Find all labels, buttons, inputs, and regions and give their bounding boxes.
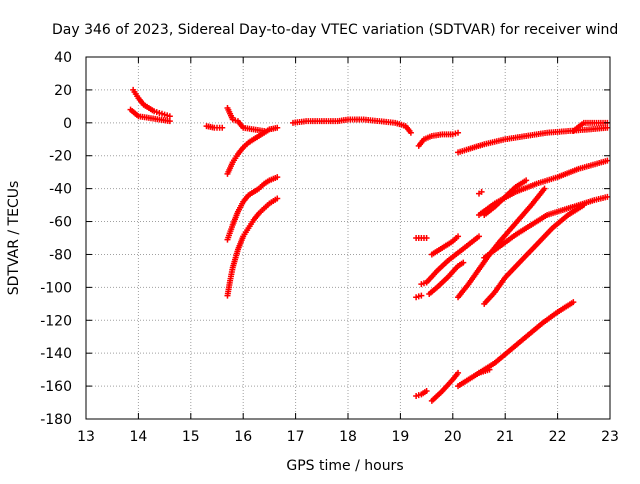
series-arc-19 [476, 188, 485, 197]
y-tick-label: -120 [40, 313, 72, 329]
data-point [541, 185, 548, 192]
series-arc-9 [415, 129, 462, 149]
data-point [219, 124, 226, 131]
series-arc-27 [476, 299, 577, 376]
series-arc-22 [481, 202, 587, 307]
y-tick-label: -100 [40, 280, 72, 296]
x-tick-label: 18 [339, 429, 357, 445]
data-point [455, 233, 462, 240]
x-tick-label: 15 [182, 429, 200, 445]
data-point [423, 235, 430, 241]
data-point [570, 299, 577, 306]
x-tick-label: 20 [444, 429, 462, 445]
data-point [274, 174, 281, 181]
series-arc-5 [224, 124, 281, 177]
series-arc-4 [224, 105, 268, 135]
series-arc-13 [428, 233, 462, 258]
series-arc-24 [413, 388, 430, 399]
series-arc-23 [481, 193, 611, 261]
series-arc-17 [426, 259, 467, 297]
series-arc-21 [476, 157, 611, 218]
series-arc-8 [289, 116, 414, 136]
y-tick-label: -40 [49, 182, 72, 198]
y-axis-label: SDTVAR / TECUs [6, 181, 22, 296]
data-point [604, 193, 611, 200]
grid [86, 57, 610, 419]
data-point [418, 292, 425, 299]
data-markers [127, 86, 611, 404]
data-point [455, 369, 462, 376]
series-arc-7 [224, 195, 281, 299]
data-point [166, 118, 173, 125]
x-tick-label: 19 [391, 429, 409, 445]
y-tick-label: 40 [54, 50, 72, 66]
series-arc-16 [413, 292, 425, 301]
data-point [274, 195, 281, 202]
series-arc-6 [224, 174, 281, 243]
data-point [523, 177, 530, 184]
x-tick-label: 22 [549, 429, 567, 445]
data-point [476, 233, 482, 240]
data-point [455, 129, 462, 136]
x-tick-label: 16 [234, 429, 252, 445]
series-arc-2 [127, 106, 173, 125]
y-tick-label: -180 [40, 412, 72, 428]
series-arc-1 [130, 86, 173, 120]
series-arc-10 [455, 124, 611, 156]
series-arc-15 [423, 233, 482, 286]
data-point [423, 388, 430, 395]
y-tick-label: 0 [63, 116, 72, 132]
axis-ticks: 13 14 15 16 17 18 19 20 21 22 23 -180 -160 -140 -120 -1… [40, 50, 619, 445]
y-tick-label: -20 [49, 149, 72, 165]
chart-title: Day 346 of 2023, Sidereal Day-to-day VTE… [52, 22, 618, 38]
x-tick-label: 14 [129, 429, 147, 445]
series-arc-3 [203, 123, 226, 131]
data-point [478, 188, 485, 195]
y-tick-label: 20 [54, 83, 72, 99]
data-point [460, 259, 467, 266]
x-tick-label: 23 [601, 429, 619, 445]
y-tick-label: -80 [49, 247, 72, 263]
x-tick-label: 21 [496, 429, 514, 445]
x-axis-label: GPS time / hours [286, 458, 403, 474]
data-point [274, 124, 281, 131]
y-tick-label: -60 [49, 215, 72, 231]
series-arc-12 [413, 235, 430, 241]
x-tick-label: 17 [287, 429, 305, 445]
data-point [604, 157, 611, 164]
series-arc-25 [428, 369, 462, 404]
data-point [407, 129, 414, 136]
y-tick-label: -140 [40, 346, 72, 362]
x-tick-label: 13 [77, 429, 95, 445]
y-tick-label: -160 [40, 379, 72, 395]
